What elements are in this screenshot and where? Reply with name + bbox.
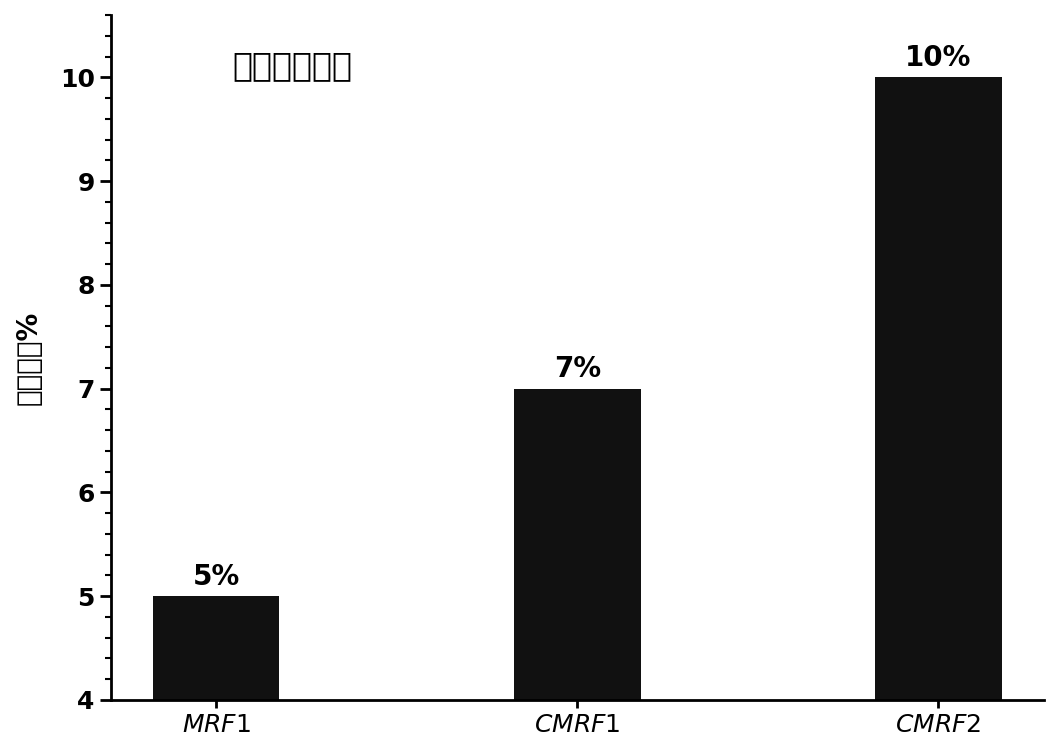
- Text: 7%: 7%: [554, 356, 600, 384]
- Bar: [875, 77, 1002, 700]
- Text: 10%: 10%: [905, 44, 971, 72]
- Y-axis label: 沉降率，%: 沉降率，%: [15, 311, 43, 405]
- Text: 5%: 5%: [193, 562, 240, 591]
- Bar: [514, 389, 641, 700]
- Bar: [154, 596, 280, 700]
- Text: 静置三个月后: 静置三个月后: [232, 49, 352, 82]
